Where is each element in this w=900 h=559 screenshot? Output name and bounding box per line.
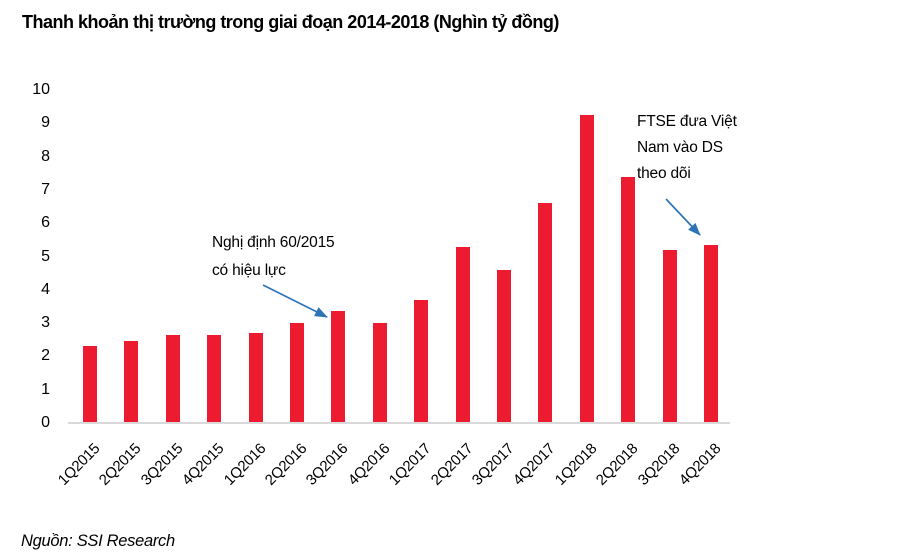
bar-4Q2017 [538, 203, 553, 423]
bar-4Q2018 [704, 244, 718, 423]
y-tick-label: 1 [41, 380, 50, 398]
annotation-line: theo dõi [637, 165, 691, 182]
y-tick-label: 2 [41, 347, 50, 365]
bar-4Q2015 [207, 334, 222, 423]
bar-2Q2017 [455, 246, 470, 423]
page-title: Thanh khoản thị trường trong giai đoạn 2… [22, 12, 559, 32]
y-axis: 0 1 2 3 4 5 6 7 8 9 10 [20, 81, 50, 431]
bar-3Q2016 [331, 311, 346, 423]
bar-3Q2017 [497, 269, 511, 423]
bar-3Q2018 [662, 249, 677, 423]
bar-1Q2015 [83, 346, 97, 423]
bar-2Q2016 [290, 323, 304, 423]
y-tick-label: 3 [41, 314, 50, 332]
y-tick-label: 9 [41, 114, 50, 132]
y-tick-label: 6 [41, 214, 50, 232]
bar-3Q2015 [165, 334, 180, 423]
y-tick-label: 10 [32, 81, 50, 98]
bar-1Q2016 [248, 333, 263, 423]
y-tick-label: 5 [41, 247, 50, 265]
annotation-line: Nam vào DS [637, 139, 723, 156]
bars-layer [83, 90, 718, 423]
x-axis: 1Q2015 2Q2015 3Q2015 4Q2015 1Q2016 2Q2016 3Q20… [55, 440, 725, 511]
y-tick-label: 4 [41, 280, 50, 298]
y-tick-label: 0 [41, 414, 50, 431]
bar-2Q2015 [124, 341, 139, 423]
bar-2Q2018 [621, 176, 636, 423]
annotation-line: Nghị định 60/2015 [212, 234, 335, 251]
y-tick-label: 7 [41, 180, 50, 198]
y-tick-label: 8 [41, 147, 50, 165]
annotation-decree: Nghị định 60/2015 có hiệu lực [212, 229, 335, 285]
source-note: Nguồn: SSI Research [21, 532, 175, 550]
bar-1Q2018 [579, 115, 594, 423]
annotation-ftse: FTSE đưa Việt Nam vào DS theo dõi [637, 109, 737, 187]
bar-4Q2016 [372, 323, 387, 423]
x-axis-line [68, 422, 730, 424]
bar-1Q2017 [414, 299, 429, 423]
annotation-line: FTSE đưa Việt [637, 113, 737, 130]
annotation-line: có hiệu lực [212, 262, 286, 279]
